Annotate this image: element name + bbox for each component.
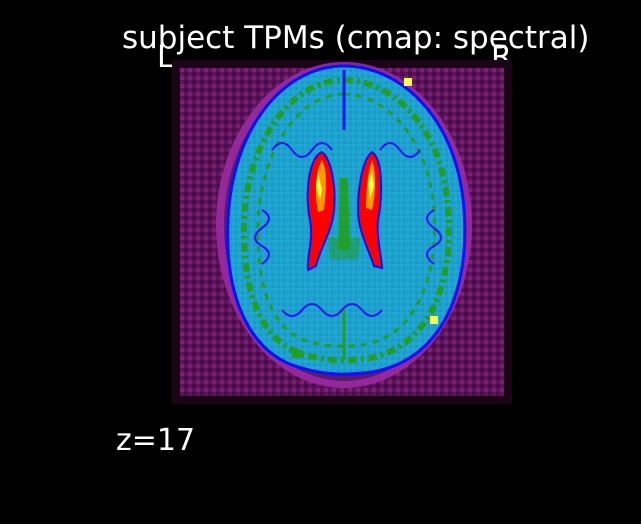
slice-label: z=17 [116, 423, 196, 458]
left-ventricle [306, 150, 336, 272]
brain-outer-contour [226, 64, 467, 376]
septum [338, 178, 350, 250]
brain-slice-image [172, 60, 512, 404]
orientation-left-label: L [157, 40, 174, 75]
sulci-contours [254, 142, 442, 317]
figure-title: subject TPMs (cmap: spectral) [122, 20, 590, 56]
right-ventricle [356, 150, 384, 270]
